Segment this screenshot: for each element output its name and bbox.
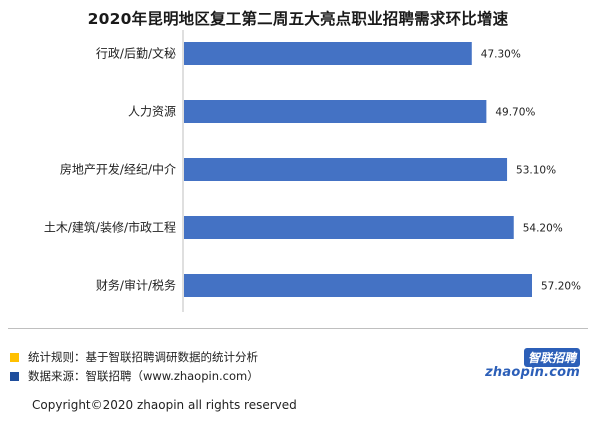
value-label: 53.10%: [516, 165, 556, 177]
bar: [184, 100, 487, 123]
bar: [184, 42, 472, 65]
value-label: 57.20%: [541, 281, 581, 293]
bar: [184, 216, 514, 239]
yellow-square-icon: [10, 353, 19, 362]
value-label: 47.30%: [481, 49, 521, 61]
divider: [8, 328, 588, 329]
bar-chart: 行政/后勤/文秘 47.30% 人力资源 49.70% 房地产开发/经纪/中介 53.10…: [44, 30, 581, 312]
chart-title: 2020年昆明地区复工第二周五大亮点职业招聘需求环比增速: [87, 10, 509, 28]
data-source-note: 数据来源：智联招聘（www.zhaopin.com）: [10, 368, 259, 384]
value-label: 49.70%: [495, 107, 535, 119]
bar: [184, 158, 508, 181]
category-label: 财务/审计/税务: [96, 278, 176, 293]
bar: [184, 274, 532, 297]
blue-square-icon: [10, 372, 19, 381]
logo-english-text: zhaopin.com: [485, 365, 580, 380]
zhaopin-logo: 智联招聘 zhaopin.com: [485, 348, 580, 382]
category-label: 行政/后勤/文秘: [96, 46, 176, 61]
copyright-text: Copyright©2020 zhaopin all rights reserv…: [32, 398, 297, 412]
statistics-rule-note: 统计规则：基于智联招聘调研数据的统计分析: [10, 349, 258, 365]
category-label: 人力资源: [128, 105, 176, 119]
value-label: 54.20%: [523, 223, 563, 235]
category-label: 房地产开发/经纪/中介: [60, 162, 176, 177]
category-label: 土木/建筑/装修/市政工程: [44, 220, 176, 235]
logo-chinese-text: 智联招聘: [523, 348, 580, 367]
data-source-text: 数据来源：智联招聘（www.zhaopin.com）: [28, 369, 259, 383]
statistics-rule-text: 统计规则：基于智联招聘调研数据的统计分析: [28, 350, 258, 364]
